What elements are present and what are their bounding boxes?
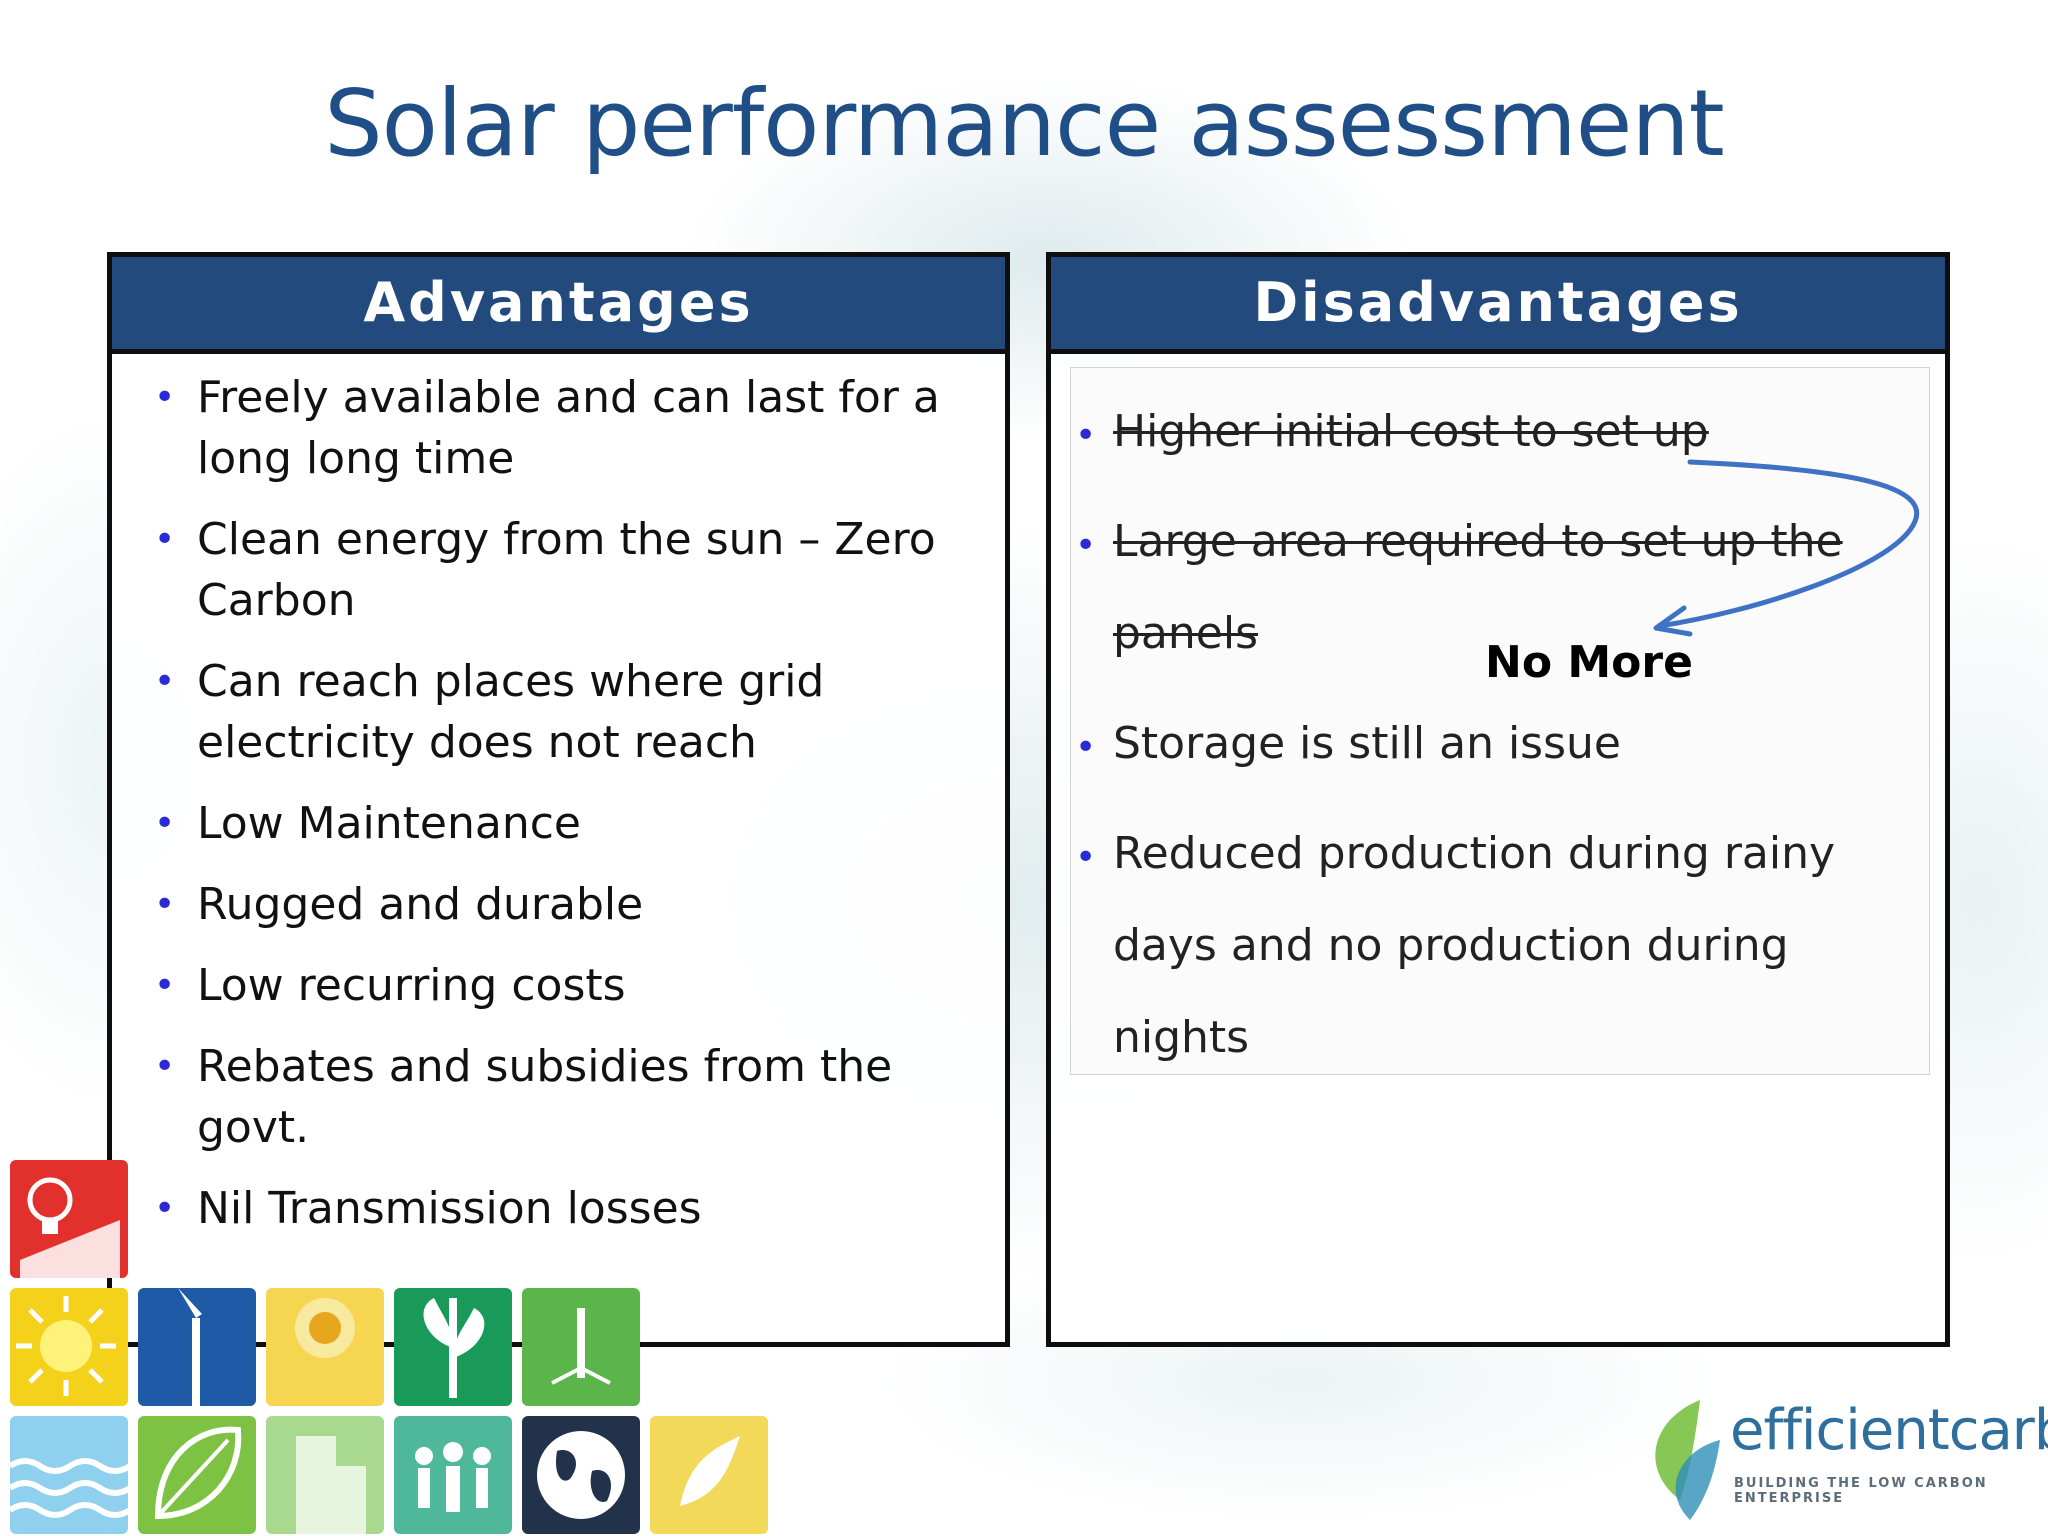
logo-tagline: BUILDING THE LOW CARBON ENTERPRISE [1734,1476,1988,1506]
list-item: Nil Transmission losses [154,1178,974,1239]
slide-title: Solar performance assessment [324,70,1724,177]
list-item: Large area required to set up the panels [1075,496,1915,680]
list-item: Rebates and subsidies from the govt. [154,1036,974,1158]
list-item: Low recurring costs [154,955,974,1016]
sun-icon [10,1288,128,1406]
swirl-icon [650,1416,768,1534]
list-item: Storage is still an issue [1075,698,1915,794]
list-item: Higher initial cost to set up [1075,386,1915,482]
people-icon [394,1416,512,1534]
tree-icon [522,1288,640,1406]
water-waves-icon [10,1416,128,1534]
plant-icon [394,1288,512,1406]
curved-arrow-icon [1653,459,1920,637]
list-item: Can reach places where grid electricity … [154,651,974,773]
list-item: Low Maintenance [154,793,974,854]
disadvantages-heading: Disadvantages [1051,257,1945,354]
leaf-icon [138,1416,256,1534]
no-more-annotation: No More [1485,637,1693,688]
disadvantages-box: Higher initial cost to set up Large area… [1070,367,1930,1075]
list-item: Clean energy from the sun – Zero Carbon [154,509,974,631]
advantages-heading: Advantages [112,257,1005,354]
icon-mosaic [10,1160,790,1536]
list-item: Reduced production during rainy days and… [1075,808,1915,1084]
lightbulb-icon [10,1160,128,1278]
wind-turbine-icon [138,1288,256,1406]
advantages-panel: Advantages Freely available and can last… [107,252,1010,1347]
sunflower-icon [266,1288,384,1406]
advantages-list: Freely available and can last for a long… [154,367,974,1259]
butterfly-logo-icon [1655,1400,1720,1520]
efficientcarbon-logo: efficientcarbon BUILDING THE LOW CARBON … [1620,1380,2048,1530]
logo-wordmark: efficientcarbon [1730,1398,2048,1463]
disadvantages-list: Higher initial cost to set up Large area… [1075,386,1915,1102]
list-item: Freely available and can last for a long… [154,367,974,489]
list-item: Rugged and durable [154,874,974,935]
globe-icon [522,1416,640,1534]
disadvantages-panel: Disadvantages Higher initial cost to set… [1046,252,1950,1347]
building-icon [266,1416,384,1534]
